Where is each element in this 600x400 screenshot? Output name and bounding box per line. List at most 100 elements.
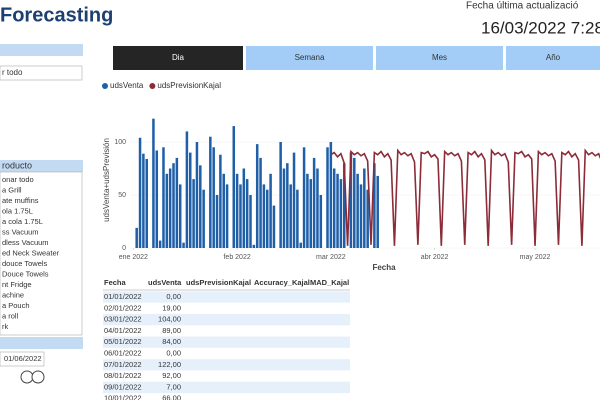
slider-handle[interactable] — [31, 370, 45, 384]
bar — [312, 157, 316, 248]
cell: 122,00 — [158, 360, 181, 369]
bar — [202, 189, 205, 248]
tab-label[interactable]: Año — [546, 53, 561, 62]
select-all[interactable]: r todo — [2, 68, 23, 77]
bar — [178, 184, 182, 248]
cell: 07/01/2022 — [104, 360, 142, 369]
cell: 92,00 — [162, 371, 181, 380]
bar — [289, 184, 292, 248]
bar — [145, 158, 148, 248]
bar — [265, 189, 269, 248]
legend-swatch — [102, 83, 108, 89]
column-header: Accuracy_Kajal — [254, 278, 310, 287]
legend-swatch — [149, 83, 156, 89]
bar — [199, 165, 202, 248]
bar — [219, 154, 222, 248]
cell: 03/01/2022 — [104, 315, 142, 324]
bar — [316, 168, 319, 248]
product-item[interactable]: ed Neck Sweater — [2, 248, 60, 257]
tab[interactable] — [376, 46, 503, 70]
bar — [309, 179, 313, 248]
row-stripe — [103, 291, 350, 303]
bar — [162, 147, 165, 248]
bar — [363, 168, 366, 248]
legend-label: udsVenta — [110, 81, 144, 90]
bar — [252, 244, 256, 248]
update-label: Fecha última actualizació — [466, 1, 579, 12]
bar — [319, 195, 323, 248]
product-item[interactable]: nt Fridge — [2, 280, 32, 289]
cell: 0,00 — [166, 292, 181, 301]
tab-label[interactable]: Mes — [432, 53, 447, 62]
bar — [138, 137, 142, 248]
bar — [272, 205, 276, 248]
bar — [222, 173, 225, 248]
y-axis-label: udsVenta+udsPrevisión — [102, 138, 111, 222]
product-item[interactable]: douce Towels — [2, 259, 48, 268]
product-item[interactable]: a cola 1.75L — [2, 217, 43, 226]
cell: 7,00 — [166, 382, 181, 391]
bar — [212, 147, 215, 248]
tab[interactable] — [113, 46, 243, 70]
row-stripe — [103, 336, 350, 348]
bar — [249, 195, 252, 248]
bar — [192, 179, 195, 248]
bar — [259, 157, 262, 248]
y-tick-label: 100 — [114, 139, 126, 146]
tab-label[interactable]: Semana — [295, 53, 325, 62]
bar — [185, 131, 189, 248]
slider-handle[interactable] — [20, 370, 34, 384]
bar — [342, 163, 346, 248]
x-tick-label: mar 2022 — [316, 254, 346, 261]
product-item[interactable]: rk — [2, 322, 8, 331]
cell: 01/01/2022 — [104, 292, 142, 301]
slicer-box[interactable] — [0, 65, 83, 81]
tab[interactable] — [506, 46, 600, 70]
product-item[interactable]: a Grill — [2, 185, 22, 194]
bar — [232, 126, 236, 248]
y-tick-label: 50 — [118, 192, 126, 199]
bar — [279, 142, 282, 248]
product-item[interactable]: dless Vacuum — [2, 238, 49, 247]
tab[interactable] — [246, 46, 373, 70]
product-item[interactable]: ss Vacuum — [2, 227, 39, 236]
slicer-title: roducto — [2, 160, 32, 170]
product-item[interactable]: achine — [2, 290, 24, 299]
bar — [306, 173, 309, 248]
bar — [373, 163, 376, 248]
bar — [142, 153, 145, 248]
bar — [359, 184, 363, 248]
row-stripe — [103, 313, 350, 326]
bar — [182, 242, 185, 248]
line — [330, 148, 600, 246]
tab-label[interactable]: Dia — [172, 53, 185, 62]
bar — [245, 179, 249, 248]
product-item[interactable]: a roll — [2, 311, 19, 320]
bar — [282, 168, 286, 248]
bar — [356, 173, 359, 248]
product-item[interactable]: ola 1.75L — [2, 206, 33, 215]
bar — [165, 173, 169, 248]
cell: 89,00 — [162, 326, 181, 335]
product-list — [0, 171, 83, 336]
date[interactable]: 01/06/2022 — [4, 354, 42, 363]
product-item[interactable]: onar todo — [2, 175, 34, 184]
bar — [155, 150, 159, 248]
x-tick-label: may 2022 — [520, 254, 551, 261]
row-stripe — [103, 381, 350, 394]
bar — [209, 136, 212, 248]
cell: 0,00 — [166, 348, 181, 357]
product-item[interactable]: Douce Towels — [2, 269, 49, 278]
slicer-header — [0, 337, 83, 349]
column-header: MAD_Kajal — [310, 278, 349, 287]
bar — [292, 152, 296, 248]
product-item[interactable]: ate muffins — [2, 196, 39, 205]
bar — [242, 168, 246, 248]
bar — [336, 173, 339, 248]
bar — [329, 142, 333, 248]
bar — [302, 147, 306, 248]
date-box[interactable] — [0, 351, 45, 367]
title: Forecasting — [0, 4, 113, 26]
product-item[interactable]: a Pouch — [2, 301, 30, 310]
